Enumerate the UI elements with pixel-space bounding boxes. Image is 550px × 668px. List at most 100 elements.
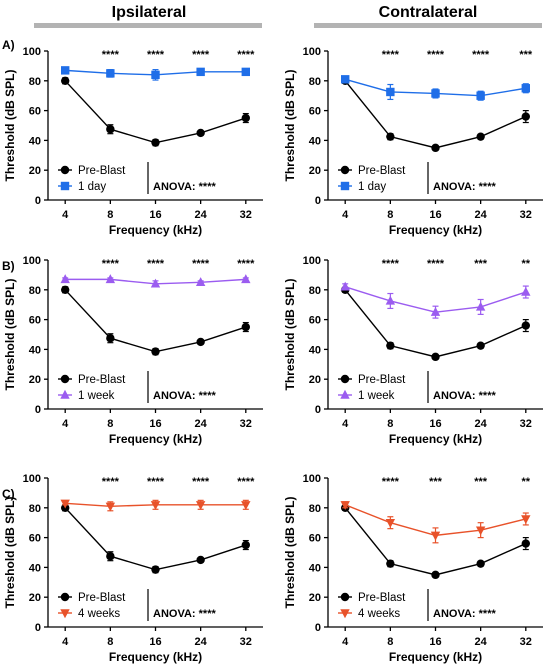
- x-tick-label: 32: [240, 418, 252, 430]
- significance-marker: ***: [519, 49, 533, 61]
- data-point: [430, 531, 441, 541]
- data-point: [241, 322, 250, 332]
- data-point: [475, 526, 486, 536]
- data-point: [521, 539, 530, 548]
- significance-marker: **: [522, 476, 531, 488]
- legend-marker: [340, 181, 350, 191]
- y-tick-label: 60: [309, 533, 321, 545]
- significance-marker: ****: [102, 258, 120, 270]
- header-bar-right: [314, 23, 542, 28]
- data-point: [195, 501, 206, 511]
- data-point: [386, 132, 395, 141]
- data-point: [196, 128, 205, 138]
- column-headers: Ipsilateral Contralateral: [34, 4, 542, 28]
- data-point: [341, 75, 350, 84]
- row-label-a: A): [2, 38, 15, 52]
- anova-result: ANOVA: ****: [433, 390, 496, 402]
- data-point: [196, 555, 205, 565]
- y-tick-label: 40: [309, 344, 321, 356]
- x-tick-label: 32: [240, 209, 252, 221]
- legend-label: Pre-Blast: [78, 374, 126, 386]
- data-point: [521, 84, 530, 93]
- data-point: [521, 286, 531, 296]
- x-tick-label: 8: [387, 418, 393, 430]
- data-point: [475, 301, 486, 311]
- anova-value: ****: [199, 181, 217, 193]
- legend-marker: [340, 389, 350, 399]
- y-tick-label: 0: [35, 622, 41, 634]
- anova-value: ****: [199, 390, 217, 402]
- significance-marker: ****: [472, 49, 490, 61]
- significance-marker: ****: [382, 258, 400, 270]
- x-axis-label: Frequency (kHz): [389, 432, 482, 446]
- legend-marker: [60, 389, 70, 399]
- x-tick-label: 16: [429, 636, 441, 648]
- y-tick-label: 40: [309, 562, 321, 574]
- y-tick-label: 0: [35, 195, 41, 207]
- y-tick-label: 40: [29, 344, 41, 356]
- series-line: [64, 289, 247, 353]
- data-point: [105, 274, 116, 284]
- row-label-b: B): [2, 259, 15, 273]
- data-point: [241, 501, 251, 511]
- series-pre-blast: [60, 503, 250, 574]
- anova-label: ANOVA:: [433, 608, 479, 620]
- significance-marker: ***: [474, 476, 488, 488]
- x-tick-label: 16: [149, 636, 161, 648]
- legend-label: Pre-Blast: [78, 165, 126, 177]
- x-tick-label: 24: [475, 418, 488, 430]
- header-contralateral: Contralateral: [379, 4, 478, 21]
- y-tick-label: 0: [315, 622, 321, 634]
- legend-label: 1 day: [78, 181, 106, 193]
- anova-value: ****: [479, 390, 497, 402]
- x-tick-label: 8: [387, 209, 393, 221]
- data-point: [386, 87, 395, 97]
- data-point: [385, 295, 396, 305]
- y-axis-label: Threshold (dB SPL): [283, 279, 297, 391]
- significance-marker: ****: [192, 258, 210, 270]
- y-tick-label: 80: [309, 76, 321, 88]
- data-point: [431, 570, 440, 580]
- data-point: [430, 306, 441, 316]
- data-point: [196, 337, 205, 347]
- x-tick-label: 24: [195, 418, 208, 430]
- y-tick-label: 100: [23, 46, 41, 58]
- significance-marker: ****: [192, 49, 210, 61]
- legend-marker: [60, 592, 70, 602]
- y-tick-label: 80: [29, 503, 41, 515]
- x-tick-label: 32: [240, 636, 252, 648]
- data-point: [60, 499, 70, 509]
- anova-label: ANOVA:: [153, 608, 199, 620]
- significance-marker: ****: [237, 49, 255, 61]
- y-tick-label: 100: [23, 473, 41, 485]
- significance-marker: ***: [429, 476, 443, 488]
- y-tick-label: 20: [309, 374, 321, 386]
- significance-marker: ****: [382, 49, 400, 61]
- row-labels: A) B) C): [2, 38, 15, 501]
- anova-label: ANOVA:: [153, 390, 199, 402]
- y-axis-label: Threshold (dB SPL): [3, 70, 17, 182]
- series-line: [344, 289, 527, 358]
- series-pre-blast: [341, 503, 530, 580]
- significance-marker: ***: [474, 258, 488, 270]
- legend-label: 4 weeks: [78, 608, 120, 620]
- chart-panel-1: 0 20 40 60 80 100 4 8 16 24 32 Frequency (kHz) Thres…: [3, 46, 263, 237]
- y-tick-label: 60: [309, 106, 321, 118]
- y-tick-label: 20: [29, 374, 41, 386]
- x-tick-label: 24: [475, 209, 488, 221]
- series-post-blast: [340, 281, 531, 319]
- legend-label: 1 day: [358, 181, 386, 193]
- x-tick-label: 4: [62, 636, 69, 648]
- x-tick-label: 32: [520, 418, 532, 430]
- y-tick-label: 20: [29, 165, 41, 177]
- series-post-blast: [341, 75, 530, 101]
- legend-marker: [60, 181, 70, 191]
- y-tick-label: 100: [303, 255, 321, 267]
- chart-panel-6: 0 20 40 60 80 100 4 8 16 24 32 Frequency (kHz) Thres…: [283, 473, 543, 664]
- x-axis-label: Frequency (kHz): [109, 650, 202, 664]
- y-tick-label: 60: [29, 533, 41, 545]
- anova-result: ANOVA: ****: [153, 608, 216, 620]
- legend-marker: [60, 609, 70, 619]
- anova-value: ****: [479, 608, 497, 620]
